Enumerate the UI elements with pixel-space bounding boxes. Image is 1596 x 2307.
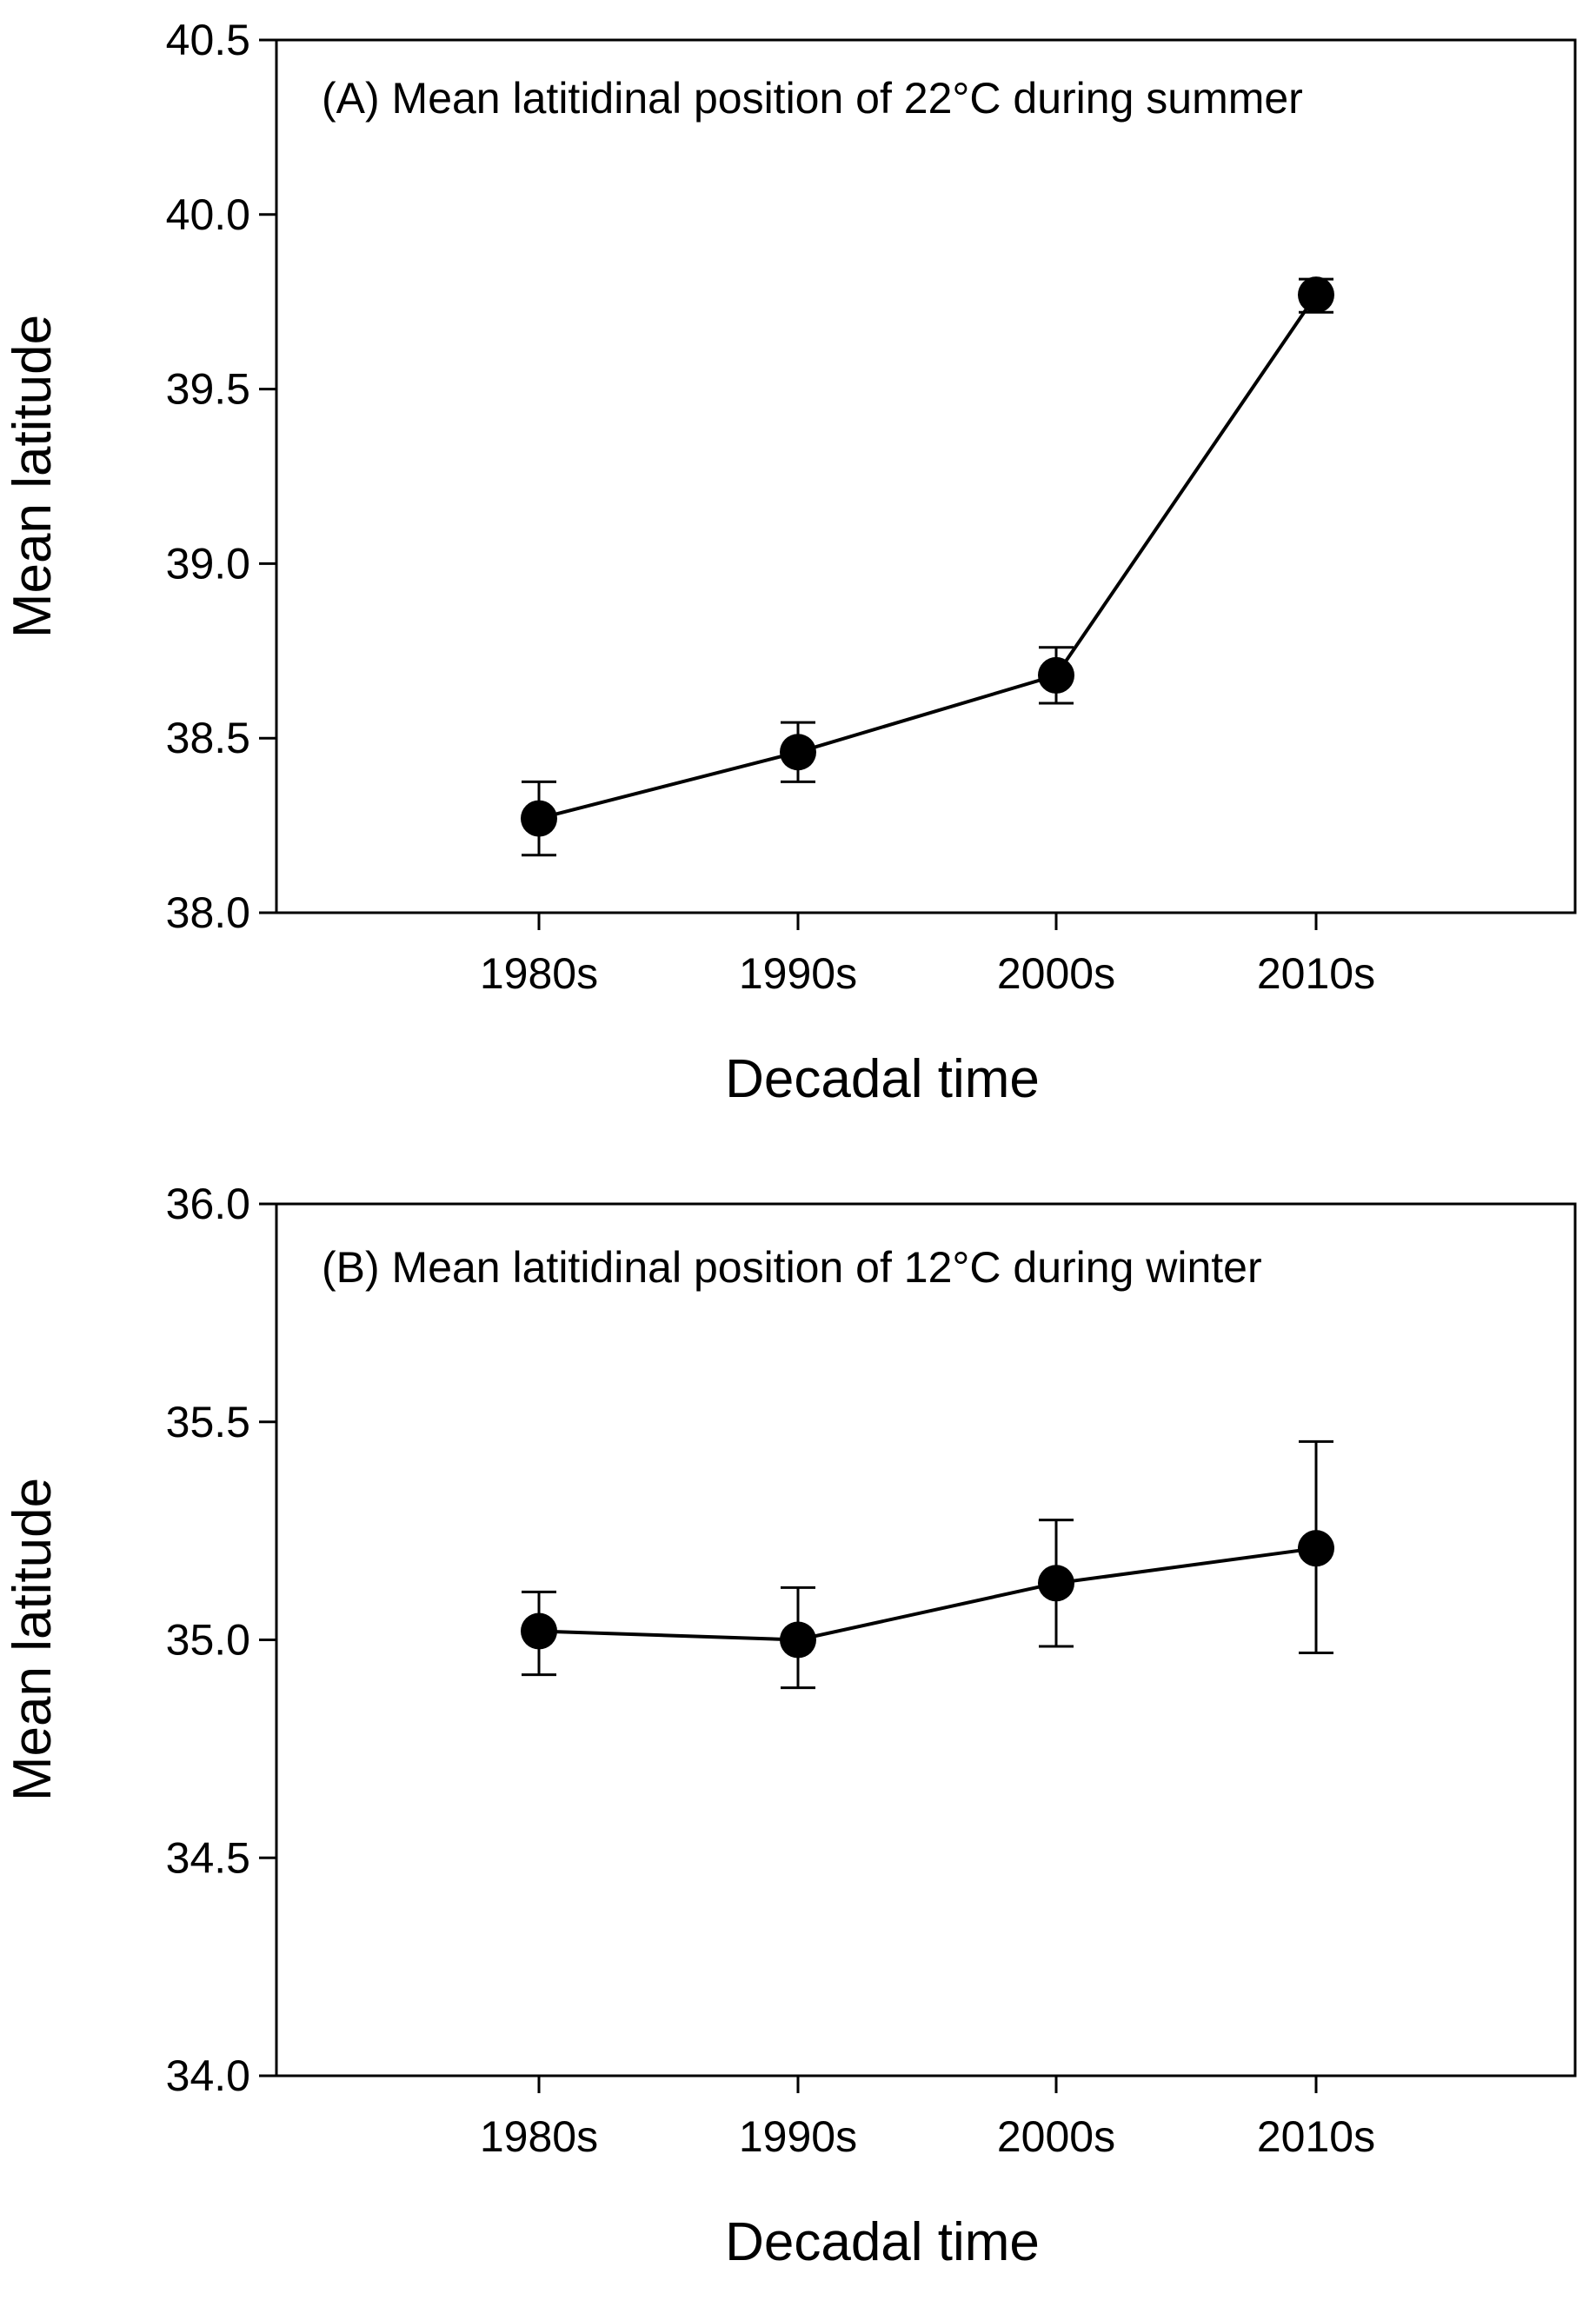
x-tick-label: 2010s (1257, 949, 1375, 998)
y-tick-label: 40.5 (166, 16, 250, 64)
y-axis-title: Mean latitude (3, 1478, 63, 1801)
y-axis-title: Mean latitude (3, 315, 63, 638)
y-tick-label: 34.5 (166, 1833, 250, 1882)
data-point (1298, 276, 1334, 314)
x-tick-label: 2010s (1257, 2112, 1375, 2161)
y-tick-label: 39.0 (166, 539, 250, 588)
x-tick-label: 1990s (739, 2112, 857, 2161)
x-tick-label: 2000s (997, 2112, 1115, 2161)
data-point (1038, 656, 1074, 694)
x-tick-label: 1980s (480, 2112, 598, 2161)
y-tick-label: 35.0 (166, 1616, 250, 1665)
panel-title: (B) Mean latitidinal position of 12°C du… (322, 1243, 1262, 1292)
y-tick-label: 34.0 (166, 2051, 250, 2100)
series-line (538, 1546, 1317, 1642)
data-point (780, 734, 816, 771)
plot-frame (275, 1202, 1577, 2078)
data-point (521, 800, 557, 837)
data-point (780, 1621, 816, 1659)
data-point (1298, 1530, 1334, 1567)
y-tick-label: 38.0 (166, 888, 250, 937)
panel-b: 34.0 34.5 35.0 35.5 36.0 1980s 1990s 2000s 2010s… (3, 1180, 1577, 2272)
y-tick-label: 36.0 (166, 1180, 250, 1228)
plot-frame (275, 38, 1577, 914)
x-axis-title: Decadal time (725, 1049, 1040, 1109)
data-point (1038, 1565, 1074, 1602)
y-tick-label: 40.0 (166, 190, 250, 239)
series-line (538, 294, 1318, 821)
panel-title: (A) Mean latitidinal position of 22°C du… (322, 74, 1303, 123)
y-tick-label: 35.5 (166, 1398, 250, 1446)
x-tick-label: 2000s (997, 949, 1115, 998)
x-tick-label: 1990s (739, 949, 857, 998)
x-tick-label: 1980s (480, 949, 598, 998)
data-point (521, 1612, 557, 1650)
y-tick-label: 39.5 (166, 365, 250, 414)
y-tick-label: 38.5 (166, 714, 250, 762)
x-axis-title: Decadal time (725, 2212, 1040, 2272)
panel-a: 38.0 38.5 39.0 39.5 40.0 40.5 1980s 1990s 2000s 2… (3, 16, 1577, 1109)
